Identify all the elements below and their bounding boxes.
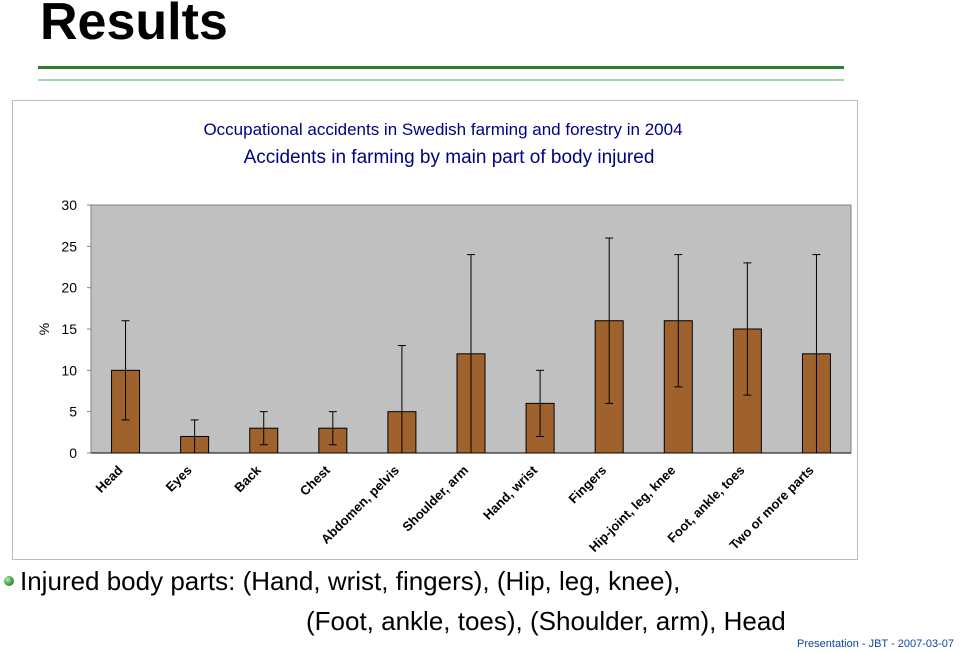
- error-bar: [397, 345, 406, 453]
- x-tick-label: Head: [93, 462, 126, 495]
- x-tick-label: Eyes: [163, 463, 195, 495]
- slide-title: Results: [40, 0, 228, 51]
- chart-title: Occupational accidents in Swedish farmin…: [203, 120, 682, 139]
- bar-chart: Occupational accidents in Swedish farmin…: [36, 120, 852, 555]
- y-axis-label: %: [36, 323, 52, 335]
- chart-panel: Occupational accidents in Swedish farmin…: [12, 100, 858, 560]
- y-tick-label: 30: [61, 197, 77, 213]
- error-bar: [536, 369, 545, 437]
- bullet-text-line2: (Foot, ankle, toes), (Shoulder, arm), He…: [306, 606, 786, 636]
- error-bar: [812, 254, 821, 453]
- y-tick-label: 0: [69, 445, 77, 461]
- error-bar: [121, 320, 130, 421]
- chart-subtitle: Accidents in farming by main part of bod…: [244, 147, 655, 168]
- y-tick-label: 25: [61, 238, 77, 254]
- error-bar: [259, 411, 268, 446]
- x-tick-label: Shoulder, arm: [399, 463, 471, 535]
- bullet-text-line1: Injured body parts: (Hand, wrist, finger…: [20, 566, 681, 596]
- y-tick-label: 20: [61, 280, 77, 296]
- error-bar: [467, 254, 475, 453]
- error-bar: [190, 419, 199, 453]
- y-tick-label: 15: [61, 321, 77, 337]
- y-tick-label: 5: [69, 404, 77, 420]
- x-tick-label: Fingers: [565, 463, 609, 507]
- y-tick-label: 10: [61, 362, 77, 378]
- x-tick-label: Hand, wrist: [480, 462, 541, 523]
- error-bar: [328, 411, 337, 446]
- title-rule: [38, 66, 844, 69]
- error-bar: [743, 262, 752, 396]
- bullet-icon: [4, 576, 14, 586]
- x-tick-label: Chest: [297, 462, 334, 499]
- title-rule-light: [38, 79, 844, 81]
- error-bar: [605, 237, 614, 404]
- x-tick-label: Back: [231, 462, 264, 495]
- footer-text: Presentation - JBT - 2007-03-07: [797, 638, 954, 650]
- error-bar: [674, 254, 683, 388]
